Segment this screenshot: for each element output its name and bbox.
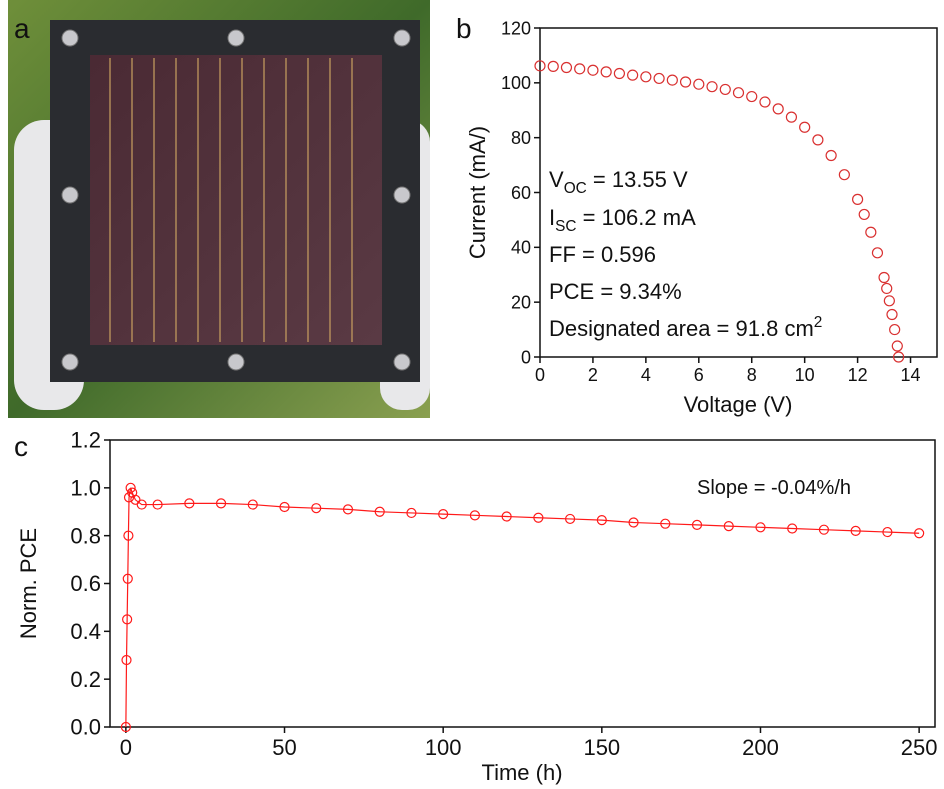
- data-point: [654, 73, 664, 83]
- annotation-part: 2: [814, 314, 823, 331]
- y-tick-label: 0: [521, 347, 531, 367]
- y-tick-label: 1.2: [70, 428, 101, 453]
- y-tick-label: 0.2: [70, 667, 101, 692]
- x-tick-label: 100: [425, 735, 462, 760]
- x-tick-label: 250: [901, 735, 938, 760]
- data-point: [681, 77, 691, 87]
- data-point: [588, 65, 598, 75]
- data-point: [859, 209, 869, 219]
- y-tick-label: 80: [511, 128, 531, 148]
- data-point: [786, 112, 796, 122]
- data-point: [890, 325, 900, 335]
- x-tick-label: 0: [120, 735, 132, 760]
- data-point: [882, 283, 892, 293]
- data-point: [667, 75, 677, 85]
- y-tick-label: 40: [511, 238, 531, 258]
- data-point: [887, 310, 897, 320]
- data-point: [760, 97, 770, 107]
- x-tick-label: 2: [588, 365, 598, 385]
- data-point: [694, 79, 704, 89]
- annotation-part: Slope = -0.04%/h: [697, 477, 851, 499]
- y-tick-label: 1.0: [70, 476, 101, 501]
- x-tick-label: 8: [747, 365, 757, 385]
- panel-label: a: [14, 13, 30, 44]
- data-point: [575, 64, 585, 74]
- data-point: [601, 67, 611, 77]
- x-tick-label: 200: [742, 735, 779, 760]
- figure: a b c 02468101214020406080100120Voltage …: [0, 0, 944, 789]
- y-axis-label: Current (mA/): [465, 126, 490, 259]
- data-point: [813, 135, 823, 145]
- annotation-part: OC: [564, 180, 587, 197]
- panel-label: b: [456, 13, 472, 44]
- annotation: PCE = 9.34%: [549, 279, 682, 304]
- data-point: [839, 170, 849, 180]
- data-point: [734, 88, 744, 98]
- y-tick-label: 0.0: [70, 715, 101, 740]
- data-point: [720, 84, 730, 94]
- data-point: [884, 296, 894, 306]
- data-point: [853, 194, 863, 204]
- x-tick-label: 0: [535, 365, 545, 385]
- x-tick-label: 4: [641, 365, 651, 385]
- data-point: [826, 150, 836, 160]
- x-tick-label: 12: [848, 365, 868, 385]
- annotation-part: PCE = 9.34%: [549, 279, 682, 304]
- annotation-part: Designated area = 91.8 cm: [549, 316, 814, 341]
- annotation-part: = 106.2 mA: [577, 205, 697, 230]
- annotation: ISC = 106.2 mA: [549, 205, 696, 235]
- annotation-part: FF = 0.596: [549, 242, 656, 267]
- data-point: [892, 341, 902, 351]
- x-tick-label: 50: [272, 735, 296, 760]
- x-tick-label: 6: [694, 365, 704, 385]
- data-point: [747, 92, 757, 102]
- y-tick-label: 120: [501, 18, 531, 38]
- panel-label: c: [14, 431, 28, 462]
- data-point: [641, 72, 651, 82]
- data-point: [872, 248, 882, 258]
- y-tick-label: 0.8: [70, 523, 101, 548]
- annotation: Slope = -0.04%/h: [697, 477, 851, 499]
- data-point: [614, 69, 624, 79]
- data-point: [628, 70, 638, 80]
- data-point: [866, 227, 876, 237]
- y-tick-label: 0.4: [70, 619, 101, 644]
- annotation-part: V: [549, 167, 564, 192]
- x-tick-label: 150: [583, 735, 620, 760]
- photo: [8, 0, 430, 418]
- x-tick-label: 14: [901, 365, 921, 385]
- data-point: [548, 61, 558, 71]
- y-tick-label: 100: [501, 73, 531, 93]
- data-point: [773, 104, 783, 114]
- annotation-part: = 13.55 V: [587, 167, 688, 192]
- annotation: VOC = 13.55 V: [549, 167, 688, 197]
- annotation-part: SC: [555, 218, 576, 235]
- data-point: [879, 272, 889, 282]
- y-tick-label: 60: [511, 183, 531, 203]
- x-axis-label: Time (h): [481, 760, 562, 785]
- data-point: [707, 82, 717, 92]
- data-point: [561, 62, 571, 72]
- annotation: Designated area = 91.8 cm2: [549, 314, 822, 341]
- y-tick-label: 20: [511, 292, 531, 312]
- plot-frame: [540, 28, 937, 357]
- y-axis-label: Norm. PCE: [16, 528, 41, 639]
- data-line: [126, 488, 919, 727]
- annotation: FF = 0.596: [549, 242, 656, 267]
- y-tick-label: 0.6: [70, 571, 101, 596]
- x-axis-label: Voltage (V): [684, 392, 793, 417]
- x-tick-label: 10: [795, 365, 815, 385]
- data-point: [800, 122, 810, 132]
